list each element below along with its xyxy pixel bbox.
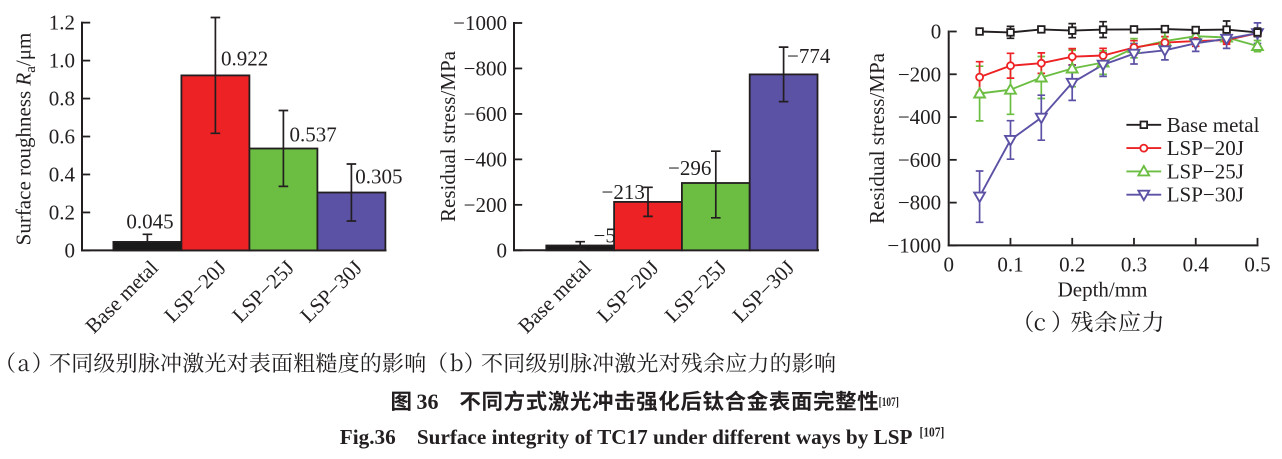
svg-text:0.4: 0.4 <box>1183 253 1210 277</box>
svg-text:0: 0 <box>931 20 942 44</box>
svg-text:0.2: 0.2 <box>49 200 75 224</box>
svg-text:[107]: [107] <box>920 425 945 440</box>
svg-text:0.3: 0.3 <box>1121 253 1147 277</box>
svg-text:0.6: 0.6 <box>49 125 75 149</box>
svg-text:LSP−25J: LSP−25J <box>1167 159 1244 183</box>
svg-text:−400: −400 <box>898 105 941 129</box>
svg-text:−400: −400 <box>464 147 507 171</box>
svg-text:0.8: 0.8 <box>49 87 75 111</box>
svg-text:−800: −800 <box>898 191 941 215</box>
svg-text:−774: −774 <box>787 44 831 68</box>
svg-text:0.922: 0.922 <box>221 47 268 71</box>
svg-text:−600: −600 <box>898 148 941 172</box>
svg-text:[107]: [107] <box>879 395 899 409</box>
svg-text:Surface roughness Ra/μm: Surface roughness Ra/μm <box>12 33 40 246</box>
svg-text:Residual stress/MPa: Residual stress/MPa <box>436 50 460 222</box>
svg-text:−600: −600 <box>464 102 507 126</box>
svg-text:0: 0 <box>943 253 954 277</box>
svg-text:−296: −296 <box>668 156 711 180</box>
svg-text:0.1: 0.1 <box>997 253 1023 277</box>
svg-text:Depth/mm: Depth/mm <box>1058 278 1148 302</box>
svg-text:36: 36 <box>417 389 439 414</box>
svg-text:0.2: 0.2 <box>1059 253 1085 277</box>
svg-text:Fig.36 Surface integrity of T: Fig.36 Surface integrity of TC17 under d… <box>340 425 913 449</box>
svg-text:−213: −213 <box>602 180 645 204</box>
svg-text:0.4: 0.4 <box>49 163 76 187</box>
svg-text:LSP−30J: LSP−30J <box>1167 183 1244 207</box>
svg-text:0.537: 0.537 <box>290 123 337 147</box>
svg-text:0: 0 <box>497 238 508 262</box>
svg-text:0: 0 <box>65 238 76 262</box>
svg-text:−200: −200 <box>464 193 507 217</box>
svg-text:0.5: 0.5 <box>1244 253 1270 277</box>
svg-text:1.2: 1.2 <box>49 11 75 35</box>
svg-text:LSP−20J: LSP−20J <box>1167 136 1244 160</box>
svg-text:1.0: 1.0 <box>49 49 75 73</box>
svg-text:−200: −200 <box>898 62 941 86</box>
svg-text:−5: −5 <box>594 224 616 248</box>
svg-text:Residual stress/MPa: Residual stress/MPa <box>865 52 889 224</box>
svg-text:0.305: 0.305 <box>355 165 402 189</box>
svg-text:−800: −800 <box>464 57 507 81</box>
svg-text:0.045: 0.045 <box>126 209 173 233</box>
svg-text:−1000: −1000 <box>887 233 941 257</box>
svg-text:−1000: −1000 <box>453 11 507 35</box>
svg-text:Base metal: Base metal <box>1167 113 1260 137</box>
